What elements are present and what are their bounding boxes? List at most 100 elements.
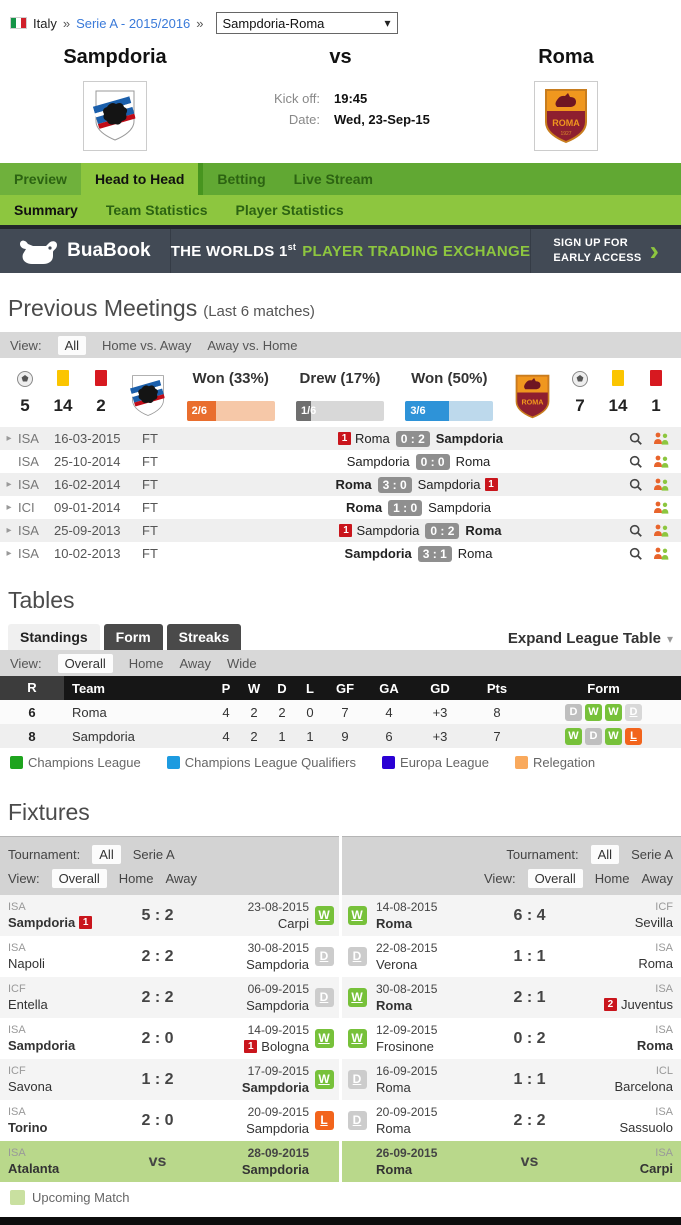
lineups-icon[interactable] bbox=[653, 501, 681, 514]
tournament-label: Tournament: bbox=[506, 846, 579, 862]
tab-head-to-head[interactable]: Head to Head bbox=[80, 163, 204, 195]
form-badge: D bbox=[625, 703, 642, 721]
view-overall[interactable]: Overall bbox=[527, 868, 583, 888]
result-badge: D bbox=[347, 1111, 367, 1130]
fixtures-away-column: Tournament: All Serie A View: Overall Ho… bbox=[342, 836, 681, 1215]
view-away[interactable]: Away bbox=[165, 870, 197, 886]
expand-arrow-icon[interactable]: ▸ bbox=[6, 548, 12, 559]
legend-item: Champions League bbox=[10, 755, 141, 770]
view-away-vs-home[interactable]: Away vs. Home bbox=[207, 337, 298, 353]
tab-team-statistics[interactable]: Team Statistics bbox=[105, 202, 208, 218]
tab-standings[interactable]: Standings bbox=[8, 624, 100, 650]
chevron-right-icon: › bbox=[649, 235, 659, 266]
search-icon[interactable] bbox=[629, 478, 653, 492]
legend-item: Europa League bbox=[382, 755, 489, 770]
search-icon[interactable] bbox=[629, 547, 653, 561]
standings-row: 8 Sampdoria 4 2 1 1 9 6 +3 7 W D W L bbox=[0, 724, 681, 748]
tab-betting[interactable]: Betting bbox=[217, 171, 266, 187]
form-badge: D bbox=[565, 703, 582, 721]
tab-streaks[interactable]: Streaks bbox=[166, 624, 242, 650]
lineups-icon[interactable] bbox=[653, 455, 681, 468]
meeting-row: ▸ ISA 16-02-2014 FT Roma 3 : 0 Sampdoria… bbox=[0, 473, 681, 496]
view-overall[interactable]: Overall bbox=[57, 653, 113, 673]
previous-meetings-title: Previous Meetings (Last 6 matches) bbox=[8, 295, 315, 321]
expand-arrow-icon[interactable]: ▸ bbox=[6, 479, 12, 490]
tab-preview[interactable]: Preview bbox=[0, 163, 81, 195]
result-badge: L bbox=[314, 1111, 334, 1130]
tab-player-statistics[interactable]: Player Statistics bbox=[235, 202, 344, 218]
banner-cta[interactable]: SIGN UP FOR EARLY ACCESS › bbox=[531, 229, 681, 273]
legend-item: Relegation bbox=[514, 755, 595, 770]
fixtures-home-column: Tournament: All Serie A View: Overall Ho… bbox=[0, 836, 342, 1215]
breadcrumb-league-link[interactable]: Serie A - 2015/2016 bbox=[76, 15, 191, 31]
banner-tagline-white: THE WORLDS 1st bbox=[170, 242, 297, 260]
expand-arrow-icon[interactable]: ▸ bbox=[6, 502, 12, 513]
view-all[interactable]: All bbox=[57, 335, 87, 355]
search-icon[interactable] bbox=[629, 432, 653, 446]
search-icon[interactable] bbox=[629, 524, 653, 538]
away-team-badge-small: ROMA bbox=[514, 374, 551, 419]
search-icon[interactable] bbox=[629, 455, 653, 469]
tab-summary[interactable]: Summary bbox=[14, 202, 78, 218]
previous-meetings-subtitle: (Last 6 matches) bbox=[203, 303, 315, 320]
view-label: View: bbox=[8, 870, 40, 886]
view-away[interactable]: Away bbox=[179, 655, 211, 671]
lineups-icon[interactable] bbox=[653, 432, 681, 445]
view-home[interactable]: Home bbox=[128, 655, 164, 671]
banner-cta-line2: EARLY ACCESS bbox=[553, 252, 642, 264]
view-home[interactable]: Home bbox=[118, 870, 154, 886]
tab-form[interactable]: Form bbox=[103, 624, 163, 650]
kickoff-label: Kick off: bbox=[273, 91, 320, 106]
view-overall[interactable]: Overall bbox=[51, 868, 107, 888]
sub-tab-bar: Summary Team Statistics Player Statistic… bbox=[0, 195, 681, 225]
tables-tabs: Standings Form Streaks Expand League Tab… bbox=[8, 624, 673, 650]
match-select-value: Sampdoria-Roma bbox=[222, 15, 325, 31]
view-home-vs-away[interactable]: Home vs. Away bbox=[102, 337, 192, 353]
tournament-serie-a[interactable]: Serie A bbox=[631, 846, 673, 862]
h2h-bars: Won (33%) 2/6 Drew (17%) 1/6 Won (50%) 3… bbox=[176, 368, 504, 421]
red-card-icon bbox=[650, 370, 662, 386]
date-value: Wed, 23-Sep-15 bbox=[334, 112, 430, 127]
form-badges: D W W D bbox=[526, 703, 681, 721]
tab-live-stream[interactable]: Live Stream bbox=[293, 171, 373, 187]
away-team-name: Roma bbox=[538, 46, 594, 68]
lineups-icon[interactable] bbox=[653, 478, 681, 491]
buabook-banner[interactable]: BuaBook THE WORLDS 1st PLAYER TRADING EX… bbox=[0, 225, 681, 273]
tournament-serie-a[interactable]: Serie A bbox=[132, 846, 175, 862]
away-team-stats: 7 14 1 bbox=[561, 368, 675, 416]
breadcrumb-separator: » bbox=[62, 15, 71, 31]
view-home[interactable]: Home bbox=[594, 870, 630, 886]
tournament-all[interactable]: All bbox=[92, 844, 121, 864]
meeting-row: ▸ ISA 16-03-2015 FT 1 Roma 0 : 2 Sampdor… bbox=[0, 427, 681, 450]
goals-icon bbox=[17, 371, 33, 387]
upcoming-match-legend: Upcoming Match bbox=[0, 1182, 339, 1215]
expand-league-table-link[interactable]: Expand League Table ▾ bbox=[507, 630, 673, 647]
goals-icon bbox=[572, 371, 588, 387]
caret-down-icon: ▾ bbox=[666, 632, 673, 646]
home-team-badge bbox=[83, 81, 147, 151]
match-select[interactable]: Sampdoria-Roma ▾ bbox=[215, 12, 398, 34]
view-label: View: bbox=[484, 870, 516, 886]
banner-tagline-green: PLAYER TRADING EXCHANGE bbox=[302, 242, 531, 260]
meetings-view-bar: View: All Home vs. Away Away vs. Home bbox=[0, 332, 681, 358]
home-team-name: Sampdoria bbox=[63, 46, 167, 68]
meeting-row: ▸ ICI 09-01-2014 FT Roma 1 : 0 Sampdoria bbox=[0, 496, 681, 519]
expand-arrow-icon[interactable]: ▸ bbox=[6, 433, 12, 444]
view-away[interactable]: Away bbox=[641, 870, 673, 886]
fixtures: Tournament: All Serie A View: Overall Ho… bbox=[0, 836, 681, 1215]
home-yellows: 14 bbox=[53, 396, 73, 415]
lineups-icon[interactable] bbox=[653, 547, 681, 560]
view-wide[interactable]: Wide bbox=[227, 655, 257, 671]
standings-header: R Team P W D L GF GA GD Pts Form bbox=[0, 676, 681, 700]
legend-swatch bbox=[10, 756, 23, 769]
away-reds: 1 bbox=[651, 396, 661, 415]
home-goals: 5 bbox=[20, 396, 30, 415]
lineups-icon[interactable] bbox=[653, 524, 681, 537]
tournament-all[interactable]: All bbox=[590, 844, 620, 864]
result-badge: D bbox=[314, 947, 334, 966]
legend-swatch bbox=[382, 756, 396, 769]
expand-arrow-icon[interactable]: ▸ bbox=[6, 525, 12, 536]
form-badge: D bbox=[585, 727, 602, 745]
result-badge: W bbox=[314, 1029, 334, 1048]
form-badge: W bbox=[565, 727, 582, 745]
